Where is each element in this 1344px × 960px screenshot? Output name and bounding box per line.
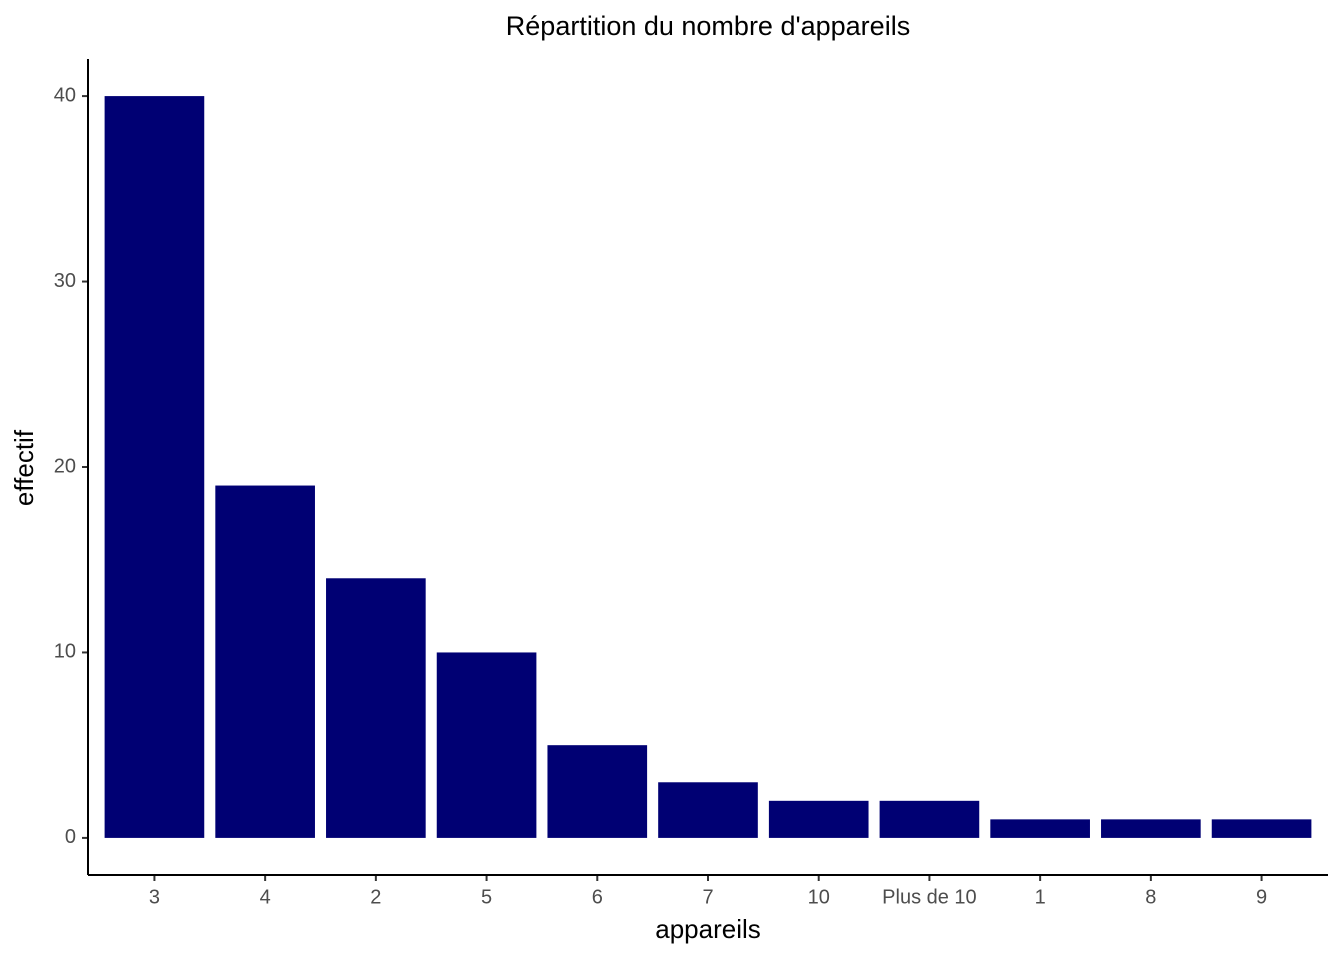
bar: [879, 800, 980, 838]
bar: [1211, 819, 1312, 838]
x-tick-label: 1: [1035, 886, 1046, 908]
y-tick-label: 20: [54, 455, 76, 477]
bar: [326, 578, 426, 838]
bar: [215, 485, 315, 838]
bar: [436, 652, 537, 838]
bar: [104, 96, 205, 838]
x-tick-label: 3: [149, 886, 160, 908]
x-tick-label: Plus de 10: [882, 886, 977, 908]
bar: [990, 819, 1090, 838]
x-tick-label: 2: [370, 886, 381, 908]
bar: [658, 782, 758, 838]
x-tick-label: 8: [1145, 886, 1156, 908]
x-tick-label: 10: [808, 886, 830, 908]
x-tick-label: 4: [260, 886, 271, 908]
x-tick-label: 9: [1256, 886, 1267, 908]
y-tick-label: 40: [54, 84, 76, 106]
bar: [768, 800, 869, 838]
x-tick-label: 7: [702, 886, 713, 908]
bar: [1101, 819, 1201, 838]
y-axis-title: effectif: [9, 429, 39, 506]
y-tick-label: 0: [65, 826, 76, 848]
x-axis-title: appareils: [655, 914, 761, 944]
chart-title: Répartition du nombre d'appareils: [506, 11, 910, 41]
bar: [547, 745, 648, 838]
y-tick-label: 30: [54, 270, 76, 292]
x-tick-label: 5: [481, 886, 492, 908]
x-tick-label: 6: [592, 886, 603, 908]
y-tick-label: 10: [54, 641, 76, 663]
